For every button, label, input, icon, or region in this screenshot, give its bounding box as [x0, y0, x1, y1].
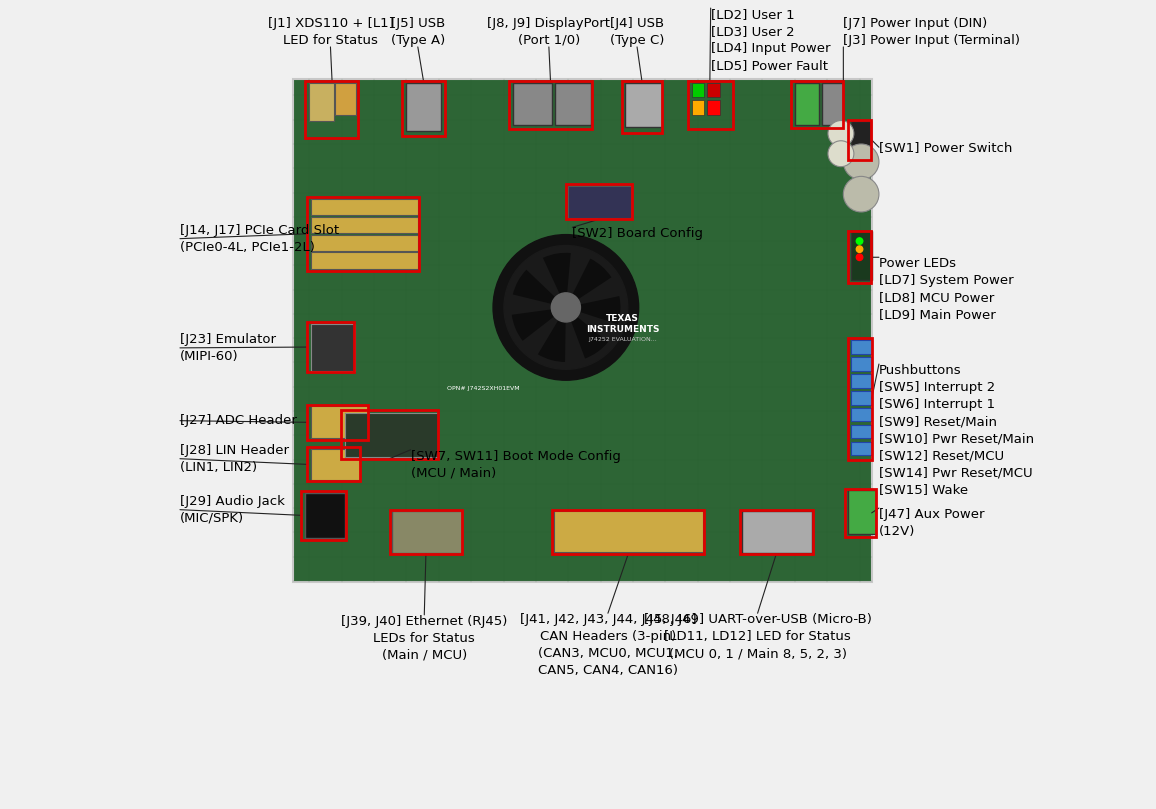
- Bar: [294, 79, 872, 582]
- Bar: [625, 83, 662, 127]
- Bar: [852, 374, 873, 388]
- Bar: [622, 81, 662, 133]
- Circle shape: [857, 238, 862, 244]
- Text: OPN# J742S2XH01EVM: OPN# J742S2XH01EVM: [447, 386, 519, 391]
- Bar: [852, 121, 870, 157]
- Wedge shape: [513, 269, 566, 307]
- Bar: [311, 406, 368, 438]
- Bar: [311, 252, 417, 269]
- Bar: [304, 493, 344, 538]
- Bar: [852, 391, 873, 404]
- Bar: [341, 410, 438, 459]
- Text: J74252 EVALUATION...: J74252 EVALUATION...: [588, 337, 657, 342]
- Text: [LD2] User 1
[LD3] User 2
[LD4] Input Power
[LD5] Power Fault: [LD2] User 1 [LD3] User 2 [LD4] Input Po…: [711, 8, 830, 72]
- Bar: [311, 199, 417, 215]
- Bar: [307, 322, 354, 372]
- Text: [J1] XDS110 + [L1]
LED for Status: [J1] XDS110 + [L1] LED for Status: [267, 17, 393, 47]
- Bar: [852, 442, 873, 455]
- Bar: [795, 83, 820, 125]
- Bar: [302, 491, 346, 540]
- Circle shape: [551, 293, 580, 322]
- Circle shape: [857, 254, 862, 260]
- Bar: [791, 81, 844, 128]
- Text: [J4] USB
(Type C): [J4] USB (Type C): [610, 17, 665, 47]
- Circle shape: [828, 121, 854, 146]
- Bar: [510, 81, 592, 129]
- Text: [SW1] Power Switch: [SW1] Power Switch: [879, 141, 1013, 154]
- Text: [J28] LIN Header
(LIN1, LIN2): [J28] LIN Header (LIN1, LIN2): [180, 443, 289, 474]
- Bar: [392, 511, 461, 553]
- Text: [J29] Audio Jack
(MIC/SPK): [J29] Audio Jack (MIC/SPK): [180, 494, 284, 525]
- Bar: [707, 83, 719, 97]
- Circle shape: [504, 246, 628, 370]
- Bar: [849, 490, 876, 534]
- Wedge shape: [566, 259, 612, 307]
- Bar: [852, 408, 873, 421]
- Bar: [307, 197, 418, 271]
- Bar: [553, 510, 704, 554]
- Bar: [310, 83, 334, 121]
- Text: [J41, J42, J43, J44, J45, J46]
CAN Headers (3-pin)
(CAN3, MCU0, MCU1,
CAN5, CAN4: [J41, J42, J43, J44, J45, J46] CAN Heade…: [519, 613, 696, 677]
- Text: [SW2] Board Config: [SW2] Board Config: [572, 227, 703, 240]
- Text: [J14, J17] PCIe Card Slot
(PCIe0-4L, PCIe1-2L): [J14, J17] PCIe Card Slot (PCIe0-4L, PCI…: [180, 223, 339, 254]
- Bar: [849, 120, 870, 160]
- Bar: [852, 231, 872, 280]
- Bar: [822, 83, 843, 125]
- Text: [J7] Power Input (DIN)
[J3] Power Input (Terminal): [J7] Power Input (DIN) [J3] Power Input …: [844, 17, 1021, 47]
- Bar: [845, 489, 876, 537]
- Bar: [335, 83, 356, 115]
- Bar: [569, 186, 631, 218]
- Text: Power LEDs
[LD7] System Power
[LD8] MCU Power
[LD9] Main Power: Power LEDs [LD7] System Power [LD8] MCU …: [879, 257, 1014, 321]
- Bar: [852, 357, 873, 371]
- Bar: [742, 511, 812, 553]
- Circle shape: [844, 176, 879, 212]
- Bar: [849, 338, 873, 460]
- Circle shape: [828, 141, 854, 167]
- Bar: [307, 404, 368, 440]
- Bar: [692, 83, 704, 97]
- Text: [J5] USB
(Type A): [J5] USB (Type A): [391, 17, 445, 47]
- Bar: [311, 217, 417, 233]
- Wedge shape: [538, 307, 566, 362]
- Bar: [740, 510, 813, 554]
- Bar: [566, 184, 632, 219]
- Wedge shape: [512, 307, 566, 341]
- Bar: [849, 231, 870, 283]
- Bar: [692, 100, 704, 115]
- Bar: [344, 413, 438, 457]
- Text: TEXAS
INSTRUMENTS: TEXAS INSTRUMENTS: [586, 314, 659, 333]
- Bar: [852, 340, 873, 354]
- Bar: [390, 510, 462, 554]
- Bar: [402, 81, 445, 136]
- Bar: [707, 100, 719, 115]
- Bar: [305, 81, 358, 138]
- Bar: [311, 449, 360, 480]
- Bar: [513, 83, 553, 125]
- Text: [J48, J49] UART-over-USB (Micro-B)
[LD11, LD12] LED for Status
(MCU 0, 1 / Main : [J48, J49] UART-over-USB (Micro-B) [LD11…: [644, 613, 872, 660]
- Bar: [307, 447, 360, 481]
- Wedge shape: [566, 296, 621, 324]
- Circle shape: [844, 144, 879, 180]
- Text: [SW7, SW11] Boot Mode Config
(MCU / Main): [SW7, SW11] Boot Mode Config (MCU / Main…: [410, 450, 621, 480]
- Bar: [688, 81, 733, 129]
- Text: [J47] Aux Power
(12V): [J47] Aux Power (12V): [879, 508, 985, 538]
- Bar: [554, 511, 703, 552]
- Text: [J23] Emulator
(MIPI-60): [J23] Emulator (MIPI-60): [180, 332, 276, 363]
- Circle shape: [494, 235, 638, 380]
- Text: Pushbuttons
[SW5] Interrupt 2
[SW6] Interrupt 1
[SW9] Reset/Main
[SW10] Pwr Rese: Pushbuttons [SW5] Interrupt 2 [SW6] Inte…: [879, 364, 1035, 496]
- Text: [J8, J9] DisplayPort
(Port 1/0): [J8, J9] DisplayPort (Port 1/0): [488, 17, 610, 47]
- Bar: [852, 425, 873, 438]
- Bar: [311, 324, 355, 371]
- Bar: [555, 83, 591, 125]
- Bar: [311, 235, 417, 251]
- Text: [J39, J40] Ethernet (RJ45)
LEDs for Status
(Main / MCU): [J39, J40] Ethernet (RJ45) LEDs for Stat…: [341, 615, 507, 662]
- Text: [J27] ADC Header: [J27] ADC Header: [180, 414, 297, 427]
- Bar: [406, 83, 442, 131]
- Wedge shape: [543, 253, 571, 307]
- Wedge shape: [566, 307, 608, 358]
- Circle shape: [857, 246, 862, 252]
